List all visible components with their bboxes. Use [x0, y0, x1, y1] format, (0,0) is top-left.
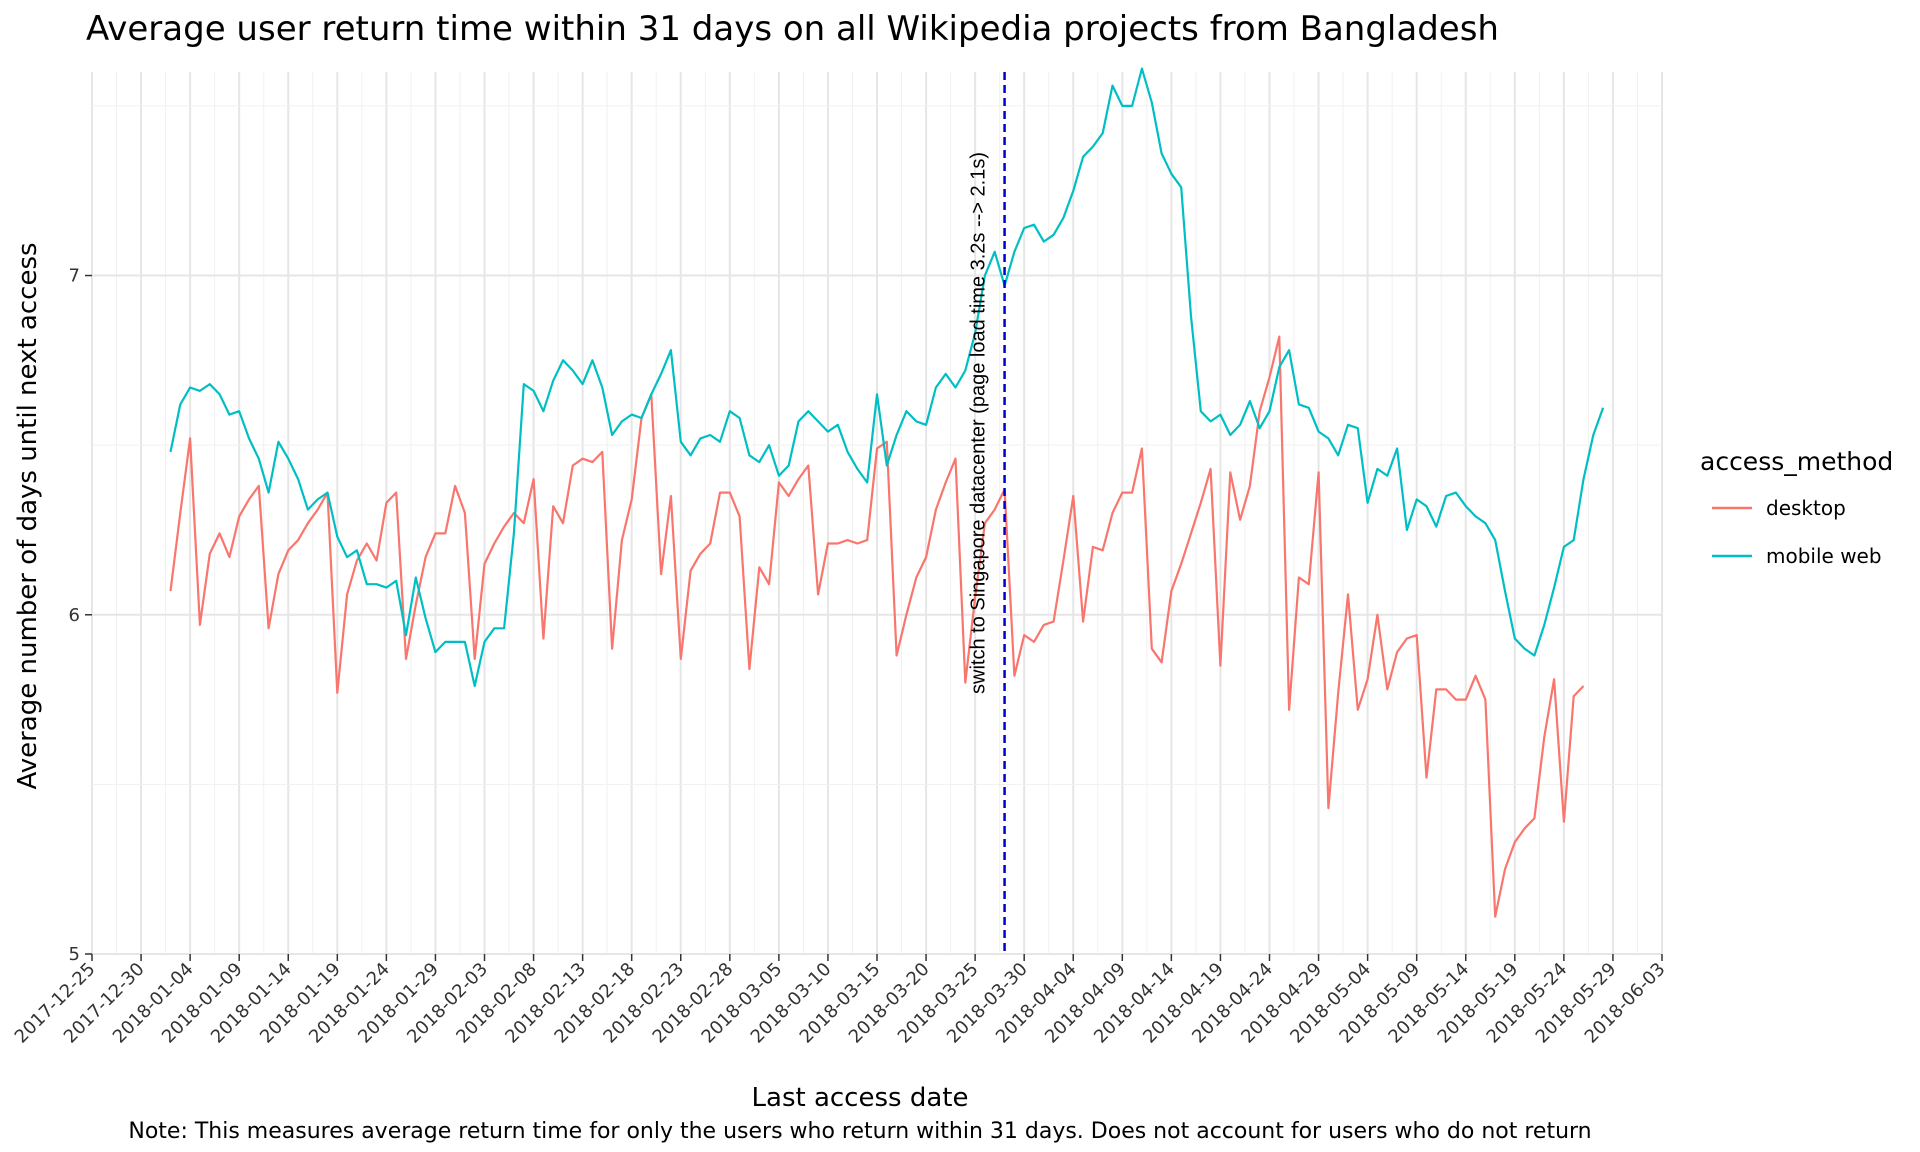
- series-line-desktop: [169, 335, 1585, 918]
- y-axis: 5 6 7: [69, 266, 92, 965]
- x-axis: 2017-12-252017-12-302018-01-042018-01-09…: [11, 954, 1670, 1048]
- y-tick-label: 5: [69, 944, 80, 965]
- series-line-mobile-web: [169, 67, 1605, 688]
- y-axis-title: Average number of days until next access: [13, 242, 43, 789]
- legend-entries: desktop mobile web: [1712, 496, 1882, 568]
- annotation-label: switch to Singapore datacenter (page loa…: [968, 152, 990, 694]
- legend-label-desktop: desktop: [1766, 496, 1846, 520]
- y-tick-label: 7: [69, 266, 80, 287]
- annotation-layer: switch to Singapore datacenter (page loa…: [968, 72, 1006, 954]
- chart-caption: Note: This measures average return time …: [128, 1119, 1591, 1144]
- legend-label-mobile-web: mobile web: [1766, 544, 1882, 568]
- legend-title: access_method: [1700, 447, 1893, 476]
- series-layer: [169, 67, 1605, 918]
- x-axis-title: Last access date: [752, 1083, 969, 1113]
- grid-lines: [91, 72, 1663, 955]
- chart-title: Average user return time within 31 days …: [86, 9, 1499, 49]
- legend: access_method desktop mobile web: [1700, 447, 1893, 568]
- y-tick-label: 6: [69, 605, 80, 626]
